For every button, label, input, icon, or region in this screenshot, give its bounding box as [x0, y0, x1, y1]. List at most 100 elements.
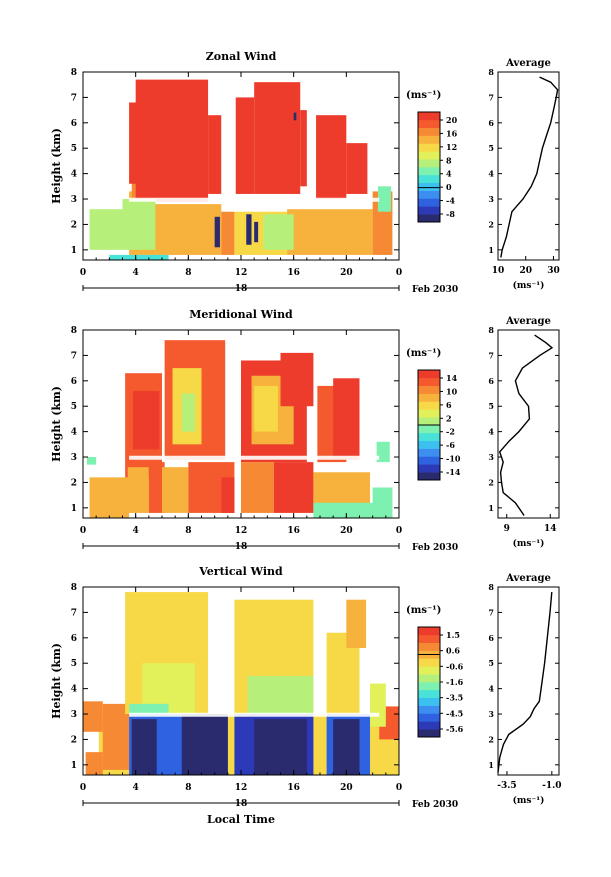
heatmap-cell — [89, 209, 123, 250]
y-tick-label: 1 — [71, 246, 77, 256]
heatmap-cell — [221, 211, 235, 255]
x-axis-label: Local Time — [207, 813, 275, 826]
heatmap-cell — [122, 199, 156, 250]
y-axis-label: Height (km) — [50, 643, 63, 719]
heatmap-cell — [333, 378, 360, 460]
y-tick-label: 4 — [71, 170, 77, 180]
colorbar-bin — [418, 689, 440, 699]
y-tick-label: 5 — [71, 144, 77, 154]
heatmap-cell — [155, 204, 222, 255]
heatmap-cell — [181, 393, 195, 432]
colorbar-bin — [418, 432, 440, 442]
colorbar-tick-label: 16 — [446, 128, 458, 138]
y-tick-label: 3 — [71, 195, 77, 205]
colorbar-tick-label: -8 — [446, 209, 455, 219]
heatmap-cell — [273, 462, 314, 513]
heatmap-cell — [89, 477, 130, 518]
colorbar-bin — [418, 713, 440, 722]
colorbar-unit: (ms⁻¹) — [406, 90, 441, 101]
heatmap-cell — [247, 675, 314, 715]
average-y-tick-label: 6 — [488, 376, 494, 386]
average-y-tick-label: 4 — [488, 169, 494, 179]
colorbar-bin — [418, 409, 440, 418]
colorbar-tick-label: -14 — [446, 467, 461, 477]
colorbar-tick-label: 2 — [446, 413, 452, 423]
colorbar-bin — [418, 440, 440, 449]
y-tick-label: 4 — [71, 428, 77, 438]
heatmap-cell — [133, 390, 160, 450]
date-label: Feb 2030 — [412, 800, 458, 810]
colorbar-bin — [418, 472, 440, 481]
average-title: Average — [505, 573, 551, 584]
colorbar-bin — [418, 167, 440, 176]
colorbar-tick-label: -5.6 — [446, 724, 464, 734]
average-x-tick-label: 30 — [547, 266, 560, 276]
heatmap-cell — [241, 462, 274, 513]
average-y-tick-label: 1 — [488, 760, 494, 770]
colorbar-bin — [418, 401, 440, 410]
heatmap-cell — [221, 477, 235, 513]
heatmap — [83, 592, 399, 775]
average-y-tick-label: 3 — [488, 709, 494, 719]
average-y-tick-label: 2 — [488, 477, 494, 487]
y-tick-label: 8 — [71, 68, 77, 78]
average-y-tick-label: 6 — [488, 633, 494, 643]
heatmap-cell — [280, 352, 314, 407]
average-y-tick-label: 1 — [488, 245, 494, 255]
heatmap-cell — [254, 719, 307, 775]
y-tick-label: 3 — [71, 710, 77, 720]
x-tick-label: 8 — [185, 526, 191, 536]
colorbar-bin — [418, 634, 440, 644]
x-tick-label: 0 — [80, 526, 86, 536]
heatmap-cell — [333, 719, 360, 775]
y-tick-label: 7 — [71, 608, 77, 618]
average-y-tick-label: 7 — [488, 350, 494, 360]
heatmap-cell — [235, 97, 255, 194]
x-tick-label: 4 — [133, 783, 139, 793]
colorbar-tick-label: 14 — [446, 373, 458, 383]
heatmap-cell — [148, 462, 165, 513]
average-x-tick-label: -1.0 — [542, 781, 561, 791]
data-gap — [129, 712, 380, 717]
date-label: Feb 2030 — [412, 543, 458, 553]
heatmap-cell — [86, 457, 97, 465]
heatmap-cell — [346, 599, 367, 648]
heatmap-cell — [293, 112, 297, 121]
colorbar-bin — [418, 385, 440, 394]
colorbar-bin — [418, 119, 440, 129]
y-tick-label: 1 — [71, 761, 77, 771]
x-tick-label: 8 — [185, 783, 191, 793]
colorbar-bin — [418, 729, 440, 738]
heatmap-cell — [254, 82, 301, 194]
average-profile — [500, 76, 559, 258]
x-tick-label: 12 — [235, 783, 248, 793]
average-frame — [497, 71, 560, 261]
average-x-tick-label: 9 — [504, 524, 510, 534]
colorbar-bin — [418, 190, 440, 199]
heatmap-cell — [263, 214, 294, 250]
colorbar-bin — [418, 377, 440, 387]
colorbar-bin — [418, 112, 440, 121]
date-day: 18 — [235, 542, 248, 552]
average-x-tick-label: 10 — [492, 266, 505, 276]
colorbar-bin — [418, 682, 440, 691]
heatmap-cell — [320, 209, 373, 255]
average-y-tick-label: 8 — [488, 582, 494, 592]
heatmap-cell — [102, 703, 130, 770]
colorbar-tick-label: -0.6 — [446, 661, 464, 671]
y-tick-label: 6 — [71, 119, 77, 129]
panel-title: Meridional Wind — [189, 308, 293, 321]
y-axis-label: Height (km) — [50, 386, 63, 462]
average-y-tick-label: 8 — [488, 325, 494, 335]
date-label: Feb 2030 — [412, 285, 458, 295]
colorbar-tick-label: -1.6 — [446, 677, 464, 687]
colorbar-bin — [418, 666, 440, 675]
colorbar-tick-label: 8 — [446, 155, 452, 165]
heatmap — [86, 340, 393, 518]
average-y-tick-label: 2 — [488, 734, 494, 744]
heatmap-cell — [214, 216, 220, 248]
x-tick-label: 20 — [340, 783, 353, 793]
y-tick-label: 2 — [71, 220, 77, 230]
x-tick-label: 0 — [80, 783, 86, 793]
